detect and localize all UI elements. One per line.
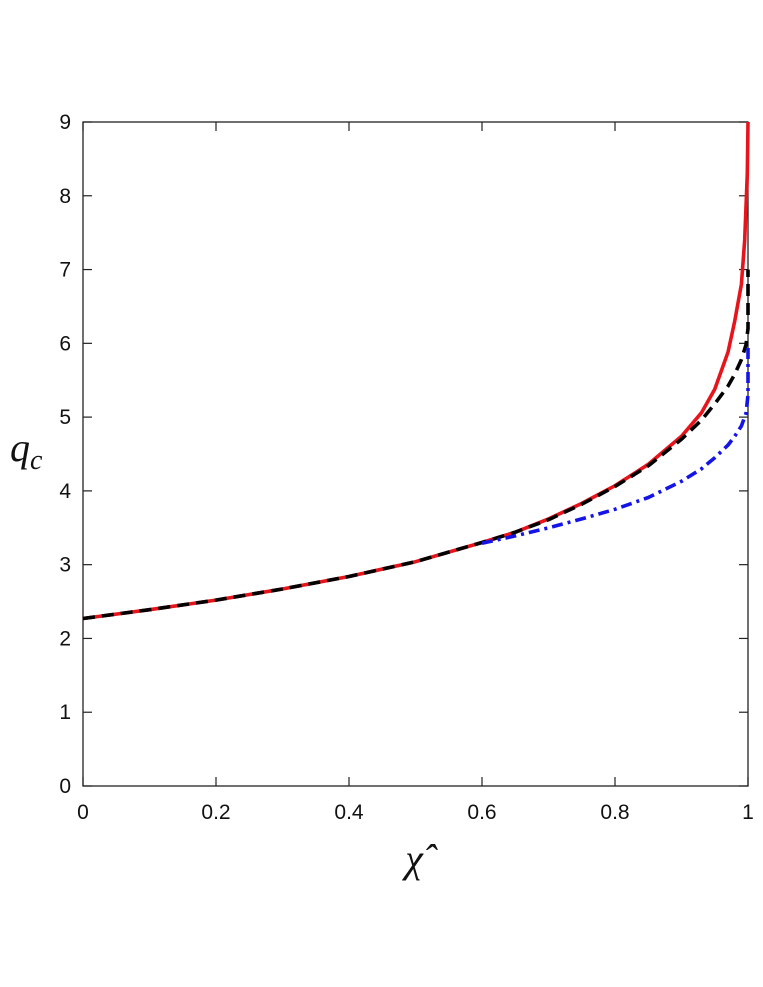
x-tick-label: 0.6 [467, 801, 496, 824]
y-tick-label: 2 [59, 627, 71, 650]
y-tick-label: 8 [59, 185, 71, 208]
y-tick-label: 6 [59, 332, 71, 355]
x-axis-ticks: 0 0.2 0.4 0.6 0.8 1 [77, 122, 754, 824]
y-tick-label: 5 [59, 406, 71, 429]
series-line-2 [82, 269, 750, 621]
y-tick-label: 3 [59, 554, 71, 577]
series-line-1 [82, 121, 750, 621]
x-tick-label: 1 [742, 801, 754, 824]
y-axis-ticks: 0 1 2 3 4 5 6 7 8 9 [59, 111, 748, 798]
plot-frame [82, 121, 749, 787]
y-axis-label: qc [10, 425, 43, 476]
y-tick-label: 9 [59, 111, 71, 134]
x-axis-label: χ̂ [401, 836, 438, 881]
series-line-3 [481, 343, 750, 546]
y-tick-label: 1 [59, 701, 71, 724]
x-tick-label: 0 [77, 801, 89, 824]
x-tick-label: 0.4 [334, 801, 364, 824]
y-axis-label-subscript: c [30, 445, 43, 476]
y-axis-label-base: q [10, 425, 30, 470]
series-layer [82, 121, 750, 621]
y-tick-label: 0 [59, 775, 71, 798]
x-tick-label: 0.2 [201, 801, 230, 824]
x-tick-label: 0.8 [600, 801, 629, 824]
y-tick-label: 4 [59, 480, 71, 503]
y-tick-label: 7 [59, 259, 71, 282]
